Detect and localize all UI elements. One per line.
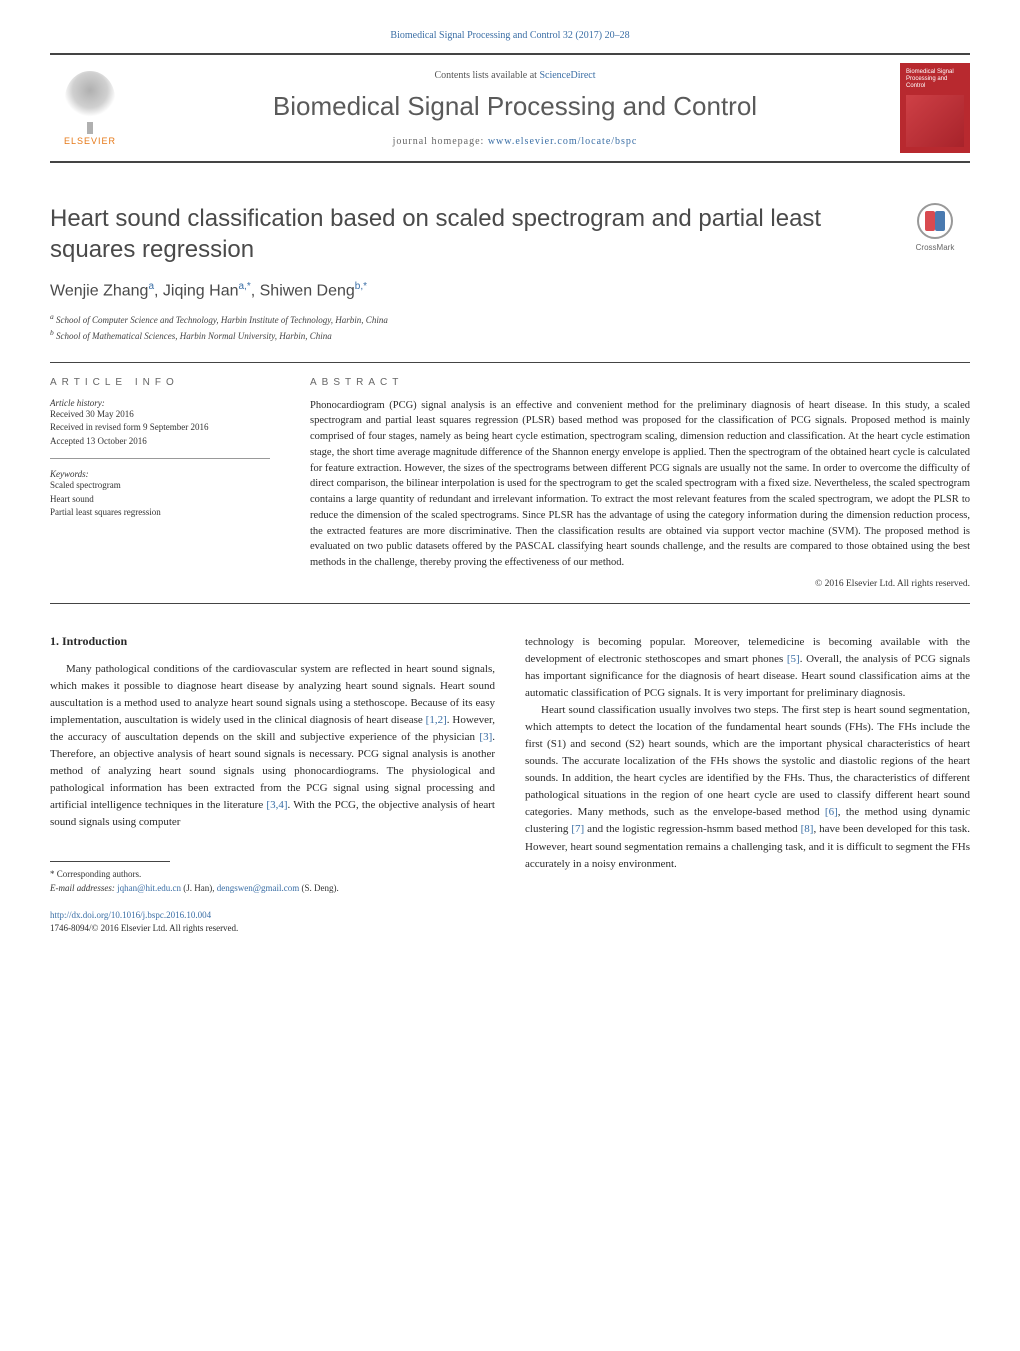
contents-prefix: Contents lists available at: [434, 70, 539, 81]
article-history: Article history: Received 30 May 2016 Re…: [50, 398, 270, 460]
keywords-label: Keywords:: [50, 469, 270, 479]
affiliation-b: b School of Mathematical Sciences, Harbi…: [50, 327, 970, 344]
email-label: E-mail addresses:: [50, 883, 115, 893]
keyword-item: Partial least squares regression: [50, 506, 270, 520]
keyword-item: Heart sound: [50, 493, 270, 507]
sciencedirect-link[interactable]: ScienceDirect: [539, 70, 595, 81]
corresponding-footnote: * Corresponding authors.: [50, 868, 495, 882]
elsevier-tree-icon: [65, 71, 115, 126]
masthead-center: Contents lists available at ScienceDirec…: [130, 70, 900, 147]
article-info-heading: ARTICLE INFO: [50, 377, 270, 388]
crossmark-icon: [917, 203, 953, 239]
article-title: Heart sound classification based on scal…: [50, 203, 880, 265]
email-name-2: (S. Deng).: [301, 883, 338, 893]
affiliation-a: a School of Computer Science and Technol…: [50, 311, 970, 328]
issn-copyright: 1746-8094/© 2016 Elsevier Ltd. All right…: [50, 923, 238, 933]
keywords-block: Keywords: Scaled spectrogram Heart sound…: [50, 469, 270, 520]
history-received: Received 30 May 2016: [50, 408, 270, 422]
email-link-1[interactable]: jqhan@hit.edu.cn: [117, 883, 181, 893]
article-info-sidebar: ARTICLE INFO Article history: Received 3…: [50, 377, 290, 589]
journal-reference: Biomedical Signal Processing and Control…: [50, 30, 970, 41]
crossmark-badge[interactable]: CrossMark: [900, 203, 970, 252]
body-paragraph: technology is becoming popular. Moreover…: [525, 634, 970, 702]
history-label: Article history:: [50, 398, 270, 408]
footnote-separator: [50, 861, 170, 862]
elsevier-logo: ELSEVIER: [50, 63, 130, 153]
journal-cover-title: Biomedical Signal Processing and Control: [906, 69, 964, 91]
homepage-prefix: journal homepage:: [393, 136, 488, 147]
contents-available-line: Contents lists available at ScienceDirec…: [150, 70, 880, 81]
journal-cover-graphic: [906, 95, 964, 147]
abstract-text: Phonocardiogram (PCG) signal analysis is…: [310, 398, 970, 571]
abstract-block: ABSTRACT Phonocardiogram (PCG) signal an…: [290, 377, 970, 589]
journal-name: Biomedical Signal Processing and Control: [150, 91, 880, 122]
authors-line: Wenjie Zhanga, Jiqing Hana,*, Shiwen Den…: [50, 281, 970, 300]
elsevier-wordmark: ELSEVIER: [64, 136, 116, 146]
journal-homepage-line: journal homepage: www.elsevier.com/locat…: [150, 136, 880, 147]
history-accepted: Accepted 13 October 2016: [50, 435, 270, 449]
masthead: ELSEVIER Contents lists available at Sci…: [50, 53, 970, 163]
email-footnote: E-mail addresses: jqhan@hit.edu.cn (J. H…: [50, 882, 495, 896]
history-revised: Received in revised form 9 September 201…: [50, 421, 270, 435]
crossmark-label: CrossMark: [916, 243, 955, 252]
body-paragraph: Heart sound classification usually invol…: [525, 702, 970, 872]
email-link-2[interactable]: dengswen@gmail.com: [217, 883, 300, 893]
abstract-copyright: © 2016 Elsevier Ltd. All rights reserved…: [310, 579, 970, 589]
affiliations: a School of Computer Science and Technol…: [50, 311, 970, 344]
abstract-heading: ABSTRACT: [310, 377, 970, 388]
body-column-right: technology is becoming popular. Moreover…: [525, 634, 970, 935]
doi-block: http://dx.doi.org/10.1016/j.bspc.2016.10…: [50, 909, 495, 934]
email-name-1: (J. Han),: [183, 883, 214, 893]
body-column-left: 1. Introduction Many pathological condit…: [50, 634, 495, 935]
keyword-item: Scaled spectrogram: [50, 479, 270, 493]
homepage-link[interactable]: www.elsevier.com/locate/bspc: [488, 136, 638, 147]
doi-link[interactable]: http://dx.doi.org/10.1016/j.bspc.2016.10…: [50, 910, 211, 920]
section-1-heading: 1. Introduction: [50, 634, 495, 649]
journal-cover-thumbnail: Biomedical Signal Processing and Control: [900, 63, 970, 153]
body-paragraph: Many pathological conditions of the card…: [50, 661, 495, 831]
